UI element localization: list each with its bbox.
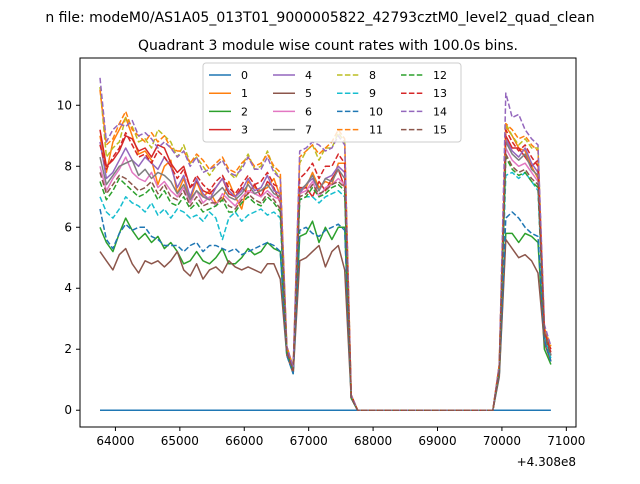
x-tick-label: 67000	[290, 434, 328, 448]
legend-label-15: 15	[433, 124, 447, 137]
chart-title: Quadrant 3 module wise count rates with …	[138, 38, 518, 54]
figure-suptitle: n file: modeM0/AS1A05_013T01_9000005822_…	[45, 10, 594, 26]
axes-layer: 64000 65000 66000 67000 68000 69000 70000 71000…	[57, 57, 585, 448]
y-tick-label: 10	[57, 98, 72, 112]
y-tick-label: 6	[64, 220, 72, 234]
x-tick-label: 65000	[161, 434, 199, 448]
y-tick-label: 2	[64, 342, 72, 356]
series-line-11	[99, 89, 552, 411]
x-tick-label: 71000	[547, 434, 585, 448]
y-tick-label: 4	[64, 281, 72, 295]
axes-frame	[79, 57, 577, 428]
legend-label-7: 7	[305, 124, 312, 137]
legend-label-14: 14	[433, 105, 447, 118]
x-tick-label: 64000	[96, 434, 134, 448]
legend-label-11: 11	[369, 124, 383, 137]
x-offset-label: +4.308e8	[517, 455, 576, 469]
legend-label-3: 3	[241, 124, 248, 137]
legend-label-13: 13	[433, 87, 447, 100]
legend-label-8: 8	[369, 69, 376, 82]
series-line-15	[99, 153, 552, 411]
x-tick-label: 66000	[225, 434, 263, 448]
legend-label-5: 5	[305, 87, 312, 100]
y-tick-label: 0	[64, 403, 72, 417]
y-tick-label: 8	[64, 159, 72, 173]
legend-label-1: 1	[241, 87, 248, 100]
legend-label-12: 12	[433, 69, 447, 82]
legend-label-4: 4	[305, 69, 312, 82]
x-tick-label: 69000	[418, 434, 456, 448]
x-tick-label: 68000	[354, 434, 392, 448]
legend-frame	[202, 62, 462, 143]
legend-label-2: 2	[241, 105, 248, 118]
legend-label-9: 9	[369, 87, 376, 100]
x-tick-label: 70000	[483, 434, 521, 448]
series-layer	[99, 77, 552, 411]
legend-label-0: 0	[241, 69, 248, 82]
legend-label-10: 10	[369, 105, 383, 118]
legend-label-6: 6	[305, 105, 312, 118]
